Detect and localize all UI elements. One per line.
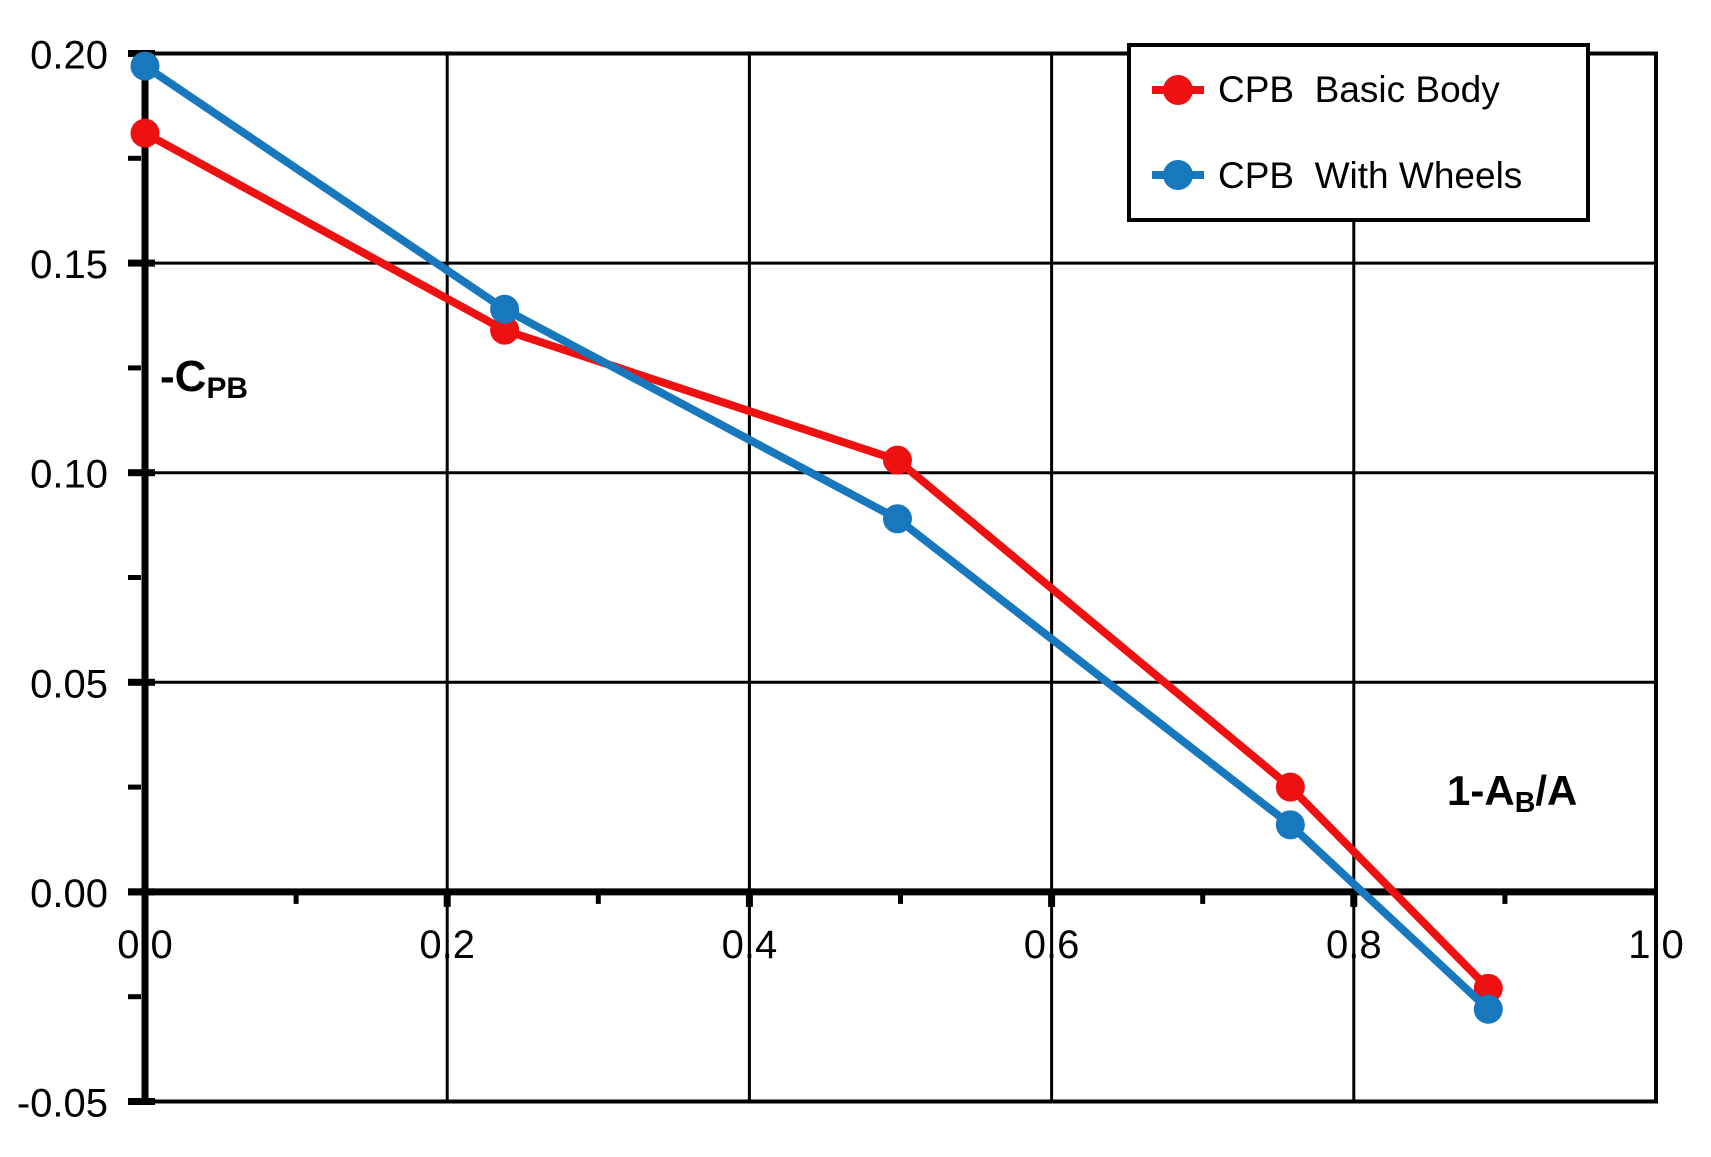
data-point xyxy=(490,315,520,345)
data-point xyxy=(1275,810,1305,840)
data-point xyxy=(882,445,912,475)
x-minor-tick xyxy=(1200,891,1206,904)
x-minor-tick xyxy=(1502,891,1508,904)
legend-item-with-wheels: CPB With Wheels xyxy=(1152,155,1586,195)
x-major-tick xyxy=(1048,891,1056,907)
x-minor-tick xyxy=(293,891,299,904)
y-minor-tick xyxy=(128,575,141,580)
y-major-tick xyxy=(128,678,155,686)
data-point xyxy=(882,504,912,534)
x-minor-tick xyxy=(595,891,601,904)
x-axis-label: 1-AB/A xyxy=(1447,767,1578,819)
y-tick-label: 0.00 xyxy=(30,872,108,916)
y-minor-tick xyxy=(128,365,141,371)
y-minor-tick xyxy=(128,784,141,790)
y-tick-label: 0.10 xyxy=(30,453,108,497)
series-line-0 xyxy=(141,129,1493,993)
legend-dot-icon xyxy=(1163,74,1193,105)
y-tick-label: 0.05 xyxy=(30,662,108,706)
legend-marker-blue-series xyxy=(1152,159,1204,191)
y-tick-label: -0.05 xyxy=(17,1082,108,1126)
x-major-tick xyxy=(745,891,753,907)
legend-marker-red-series xyxy=(1152,74,1204,106)
legend-label-basic-body: CPB Basic Body xyxy=(1218,69,1500,111)
y-major-tick xyxy=(128,1098,155,1105)
data-point xyxy=(130,51,160,81)
y-major-tick xyxy=(128,888,155,896)
x-major-tick xyxy=(443,891,451,907)
data-point xyxy=(130,118,160,148)
data-point xyxy=(1275,772,1305,802)
legend-label-with-wheels: CPB With Wheels xyxy=(1218,154,1523,196)
data-point xyxy=(490,294,520,324)
data-point xyxy=(1473,994,1503,1024)
y-major-tick xyxy=(128,469,155,477)
y-axis-label: -CPB xyxy=(160,352,248,406)
x-major-tick xyxy=(1350,891,1358,907)
y-tick-label: 0.15 xyxy=(30,243,108,287)
y-tick-label: 0.20 xyxy=(30,34,108,78)
data-point xyxy=(1473,973,1503,1003)
y-minor-tick xyxy=(128,155,141,161)
y-major-tick xyxy=(128,259,155,267)
legend-dot-icon xyxy=(1163,160,1193,191)
legend-item-basic-body: CPB Basic Body xyxy=(1152,70,1586,110)
legend: CPB Basic Body CPB With Wheels xyxy=(1127,43,1590,222)
x-minor-tick xyxy=(898,891,903,904)
y-minor-tick xyxy=(128,994,141,1000)
